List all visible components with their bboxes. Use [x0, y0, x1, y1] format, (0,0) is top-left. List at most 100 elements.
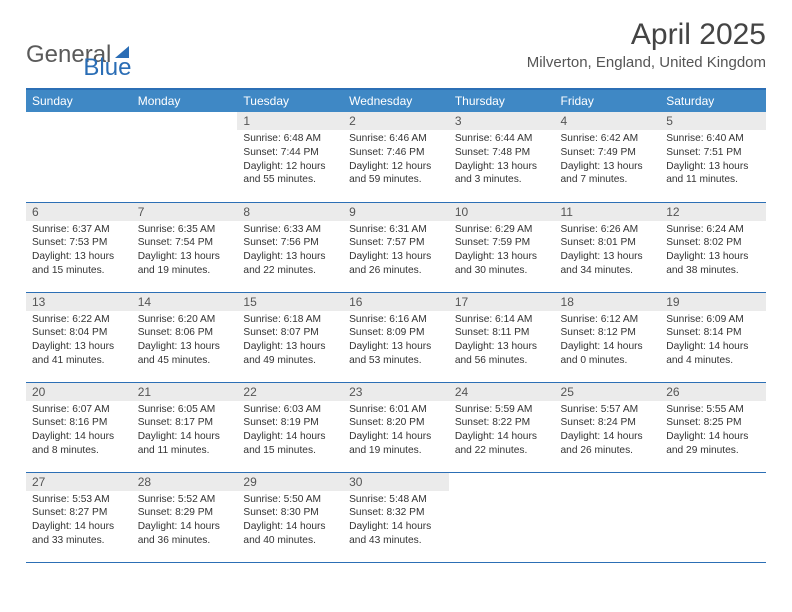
weekday-header: Tuesday — [237, 89, 343, 112]
day-number: 20 — [26, 383, 132, 401]
weekday-header: Saturday — [660, 89, 766, 112]
day-details: Sunrise: 6:14 AMSunset: 8:11 PMDaylight:… — [449, 311, 555, 372]
day-details: Sunrise: 6:48 AMSunset: 7:44 PMDaylight:… — [237, 130, 343, 191]
calendar-day-cell: 4Sunrise: 6:42 AMSunset: 7:49 PMDaylight… — [555, 112, 661, 202]
day-details: Sunrise: 6:37 AMSunset: 7:53 PMDaylight:… — [26, 221, 132, 282]
weekday-header-row: SundayMondayTuesdayWednesdayThursdayFrid… — [26, 89, 766, 112]
day-details: Sunrise: 6:35 AMSunset: 7:54 PMDaylight:… — [132, 221, 238, 282]
day-number: 21 — [132, 383, 238, 401]
day-number: 3 — [449, 112, 555, 130]
day-details: Sunrise: 6:29 AMSunset: 7:59 PMDaylight:… — [449, 221, 555, 282]
calendar-day-cell: 23Sunrise: 6:01 AMSunset: 8:20 PMDayligh… — [343, 382, 449, 472]
day-details: Sunrise: 5:48 AMSunset: 8:32 PMDaylight:… — [343, 491, 449, 552]
location-text: Milverton, England, United Kingdom — [527, 54, 766, 71]
calendar-week-row: . . 1Sunrise: 6:48 AMSunset: 7:44 PMDayl… — [26, 112, 766, 202]
day-details: Sunrise: 6:01 AMSunset: 8:20 PMDaylight:… — [343, 401, 449, 462]
calendar-week-row: 13Sunrise: 6:22 AMSunset: 8:04 PMDayligh… — [26, 292, 766, 382]
day-details: Sunrise: 6:03 AMSunset: 8:19 PMDaylight:… — [237, 401, 343, 462]
day-number: 12 — [660, 203, 766, 221]
day-number: 30 — [343, 473, 449, 491]
calendar-day-cell: 13Sunrise: 6:22 AMSunset: 8:04 PMDayligh… — [26, 292, 132, 382]
calendar-day-cell: 22Sunrise: 6:03 AMSunset: 8:19 PMDayligh… — [237, 382, 343, 472]
calendar-day-cell: 12Sunrise: 6:24 AMSunset: 8:02 PMDayligh… — [660, 202, 766, 292]
calendar-day-cell: 1Sunrise: 6:48 AMSunset: 7:44 PMDaylight… — [237, 112, 343, 202]
calendar-day-cell: 10Sunrise: 6:29 AMSunset: 7:59 PMDayligh… — [449, 202, 555, 292]
calendar-empty-cell: . — [555, 472, 661, 562]
calendar-day-cell: 24Sunrise: 5:59 AMSunset: 8:22 PMDayligh… — [449, 382, 555, 472]
logo-text-2: Blue — [83, 54, 131, 82]
calendar-day-cell: 19Sunrise: 6:09 AMSunset: 8:14 PMDayligh… — [660, 292, 766, 382]
calendar-week-row: 6Sunrise: 6:37 AMSunset: 7:53 PMDaylight… — [26, 202, 766, 292]
day-number: 24 — [449, 383, 555, 401]
calendar-day-cell: 11Sunrise: 6:26 AMSunset: 8:01 PMDayligh… — [555, 202, 661, 292]
day-details: Sunrise: 5:59 AMSunset: 8:22 PMDaylight:… — [449, 401, 555, 462]
day-details: Sunrise: 5:57 AMSunset: 8:24 PMDaylight:… — [555, 401, 661, 462]
calendar-day-cell: 20Sunrise: 6:07 AMSunset: 8:16 PMDayligh… — [26, 382, 132, 472]
calendar-day-cell: 15Sunrise: 6:18 AMSunset: 8:07 PMDayligh… — [237, 292, 343, 382]
calendar-week-row: 20Sunrise: 6:07 AMSunset: 8:16 PMDayligh… — [26, 382, 766, 472]
calendar-day-cell: 28Sunrise: 5:52 AMSunset: 8:29 PMDayligh… — [132, 472, 238, 562]
day-number: 27 — [26, 473, 132, 491]
day-number: 16 — [343, 293, 449, 311]
day-number: 6 — [26, 203, 132, 221]
day-details: Sunrise: 5:50 AMSunset: 8:30 PMDaylight:… — [237, 491, 343, 552]
day-details: Sunrise: 6:05 AMSunset: 8:17 PMDaylight:… — [132, 401, 238, 462]
day-details: Sunrise: 5:53 AMSunset: 8:27 PMDaylight:… — [26, 491, 132, 552]
calendar-day-cell: 3Sunrise: 6:44 AMSunset: 7:48 PMDaylight… — [449, 112, 555, 202]
day-details: Sunrise: 6:44 AMSunset: 7:48 PMDaylight:… — [449, 130, 555, 191]
day-number: 14 — [132, 293, 238, 311]
day-details: Sunrise: 6:07 AMSunset: 8:16 PMDaylight:… — [26, 401, 132, 462]
day-number: 23 — [343, 383, 449, 401]
calendar-empty-cell: . — [26, 112, 132, 202]
day-number: 11 — [555, 203, 661, 221]
day-details: Sunrise: 6:46 AMSunset: 7:46 PMDaylight:… — [343, 130, 449, 191]
day-number: 8 — [237, 203, 343, 221]
day-number: 28 — [132, 473, 238, 491]
day-number: 15 — [237, 293, 343, 311]
day-details: Sunrise: 6:16 AMSunset: 8:09 PMDaylight:… — [343, 311, 449, 372]
calendar-day-cell: 29Sunrise: 5:50 AMSunset: 8:30 PMDayligh… — [237, 472, 343, 562]
weekday-header: Monday — [132, 89, 238, 112]
weekday-header: Sunday — [26, 89, 132, 112]
calendar-day-cell: 18Sunrise: 6:12 AMSunset: 8:12 PMDayligh… — [555, 292, 661, 382]
calendar-empty-cell: . — [660, 472, 766, 562]
calendar-empty-cell: . — [132, 112, 238, 202]
calendar-day-cell: 25Sunrise: 5:57 AMSunset: 8:24 PMDayligh… — [555, 382, 661, 472]
calendar-body: . . 1Sunrise: 6:48 AMSunset: 7:44 PMDayl… — [26, 112, 766, 562]
day-number: 4 — [555, 112, 661, 130]
day-number: 10 — [449, 203, 555, 221]
weekday-header: Wednesday — [343, 89, 449, 112]
calendar-day-cell: 2Sunrise: 6:46 AMSunset: 7:46 PMDaylight… — [343, 112, 449, 202]
day-details: Sunrise: 6:31 AMSunset: 7:57 PMDaylight:… — [343, 221, 449, 282]
day-number: 19 — [660, 293, 766, 311]
page-header: General Blue April 2025 Milverton, Engla… — [26, 18, 766, 82]
day-details: Sunrise: 6:24 AMSunset: 8:02 PMDaylight:… — [660, 221, 766, 282]
logo: General Blue — [26, 28, 131, 82]
day-details: Sunrise: 6:22 AMSunset: 8:04 PMDaylight:… — [26, 311, 132, 372]
calendar-day-cell: 26Sunrise: 5:55 AMSunset: 8:25 PMDayligh… — [660, 382, 766, 472]
day-number: 13 — [26, 293, 132, 311]
title-block: April 2025 Milverton, England, United Ki… — [527, 18, 766, 71]
weekday-header: Thursday — [449, 89, 555, 112]
day-details: Sunrise: 6:18 AMSunset: 8:07 PMDaylight:… — [237, 311, 343, 372]
day-details: Sunrise: 5:52 AMSunset: 8:29 PMDaylight:… — [132, 491, 238, 552]
calendar-day-cell: 7Sunrise: 6:35 AMSunset: 7:54 PMDaylight… — [132, 202, 238, 292]
calendar-day-cell: 6Sunrise: 6:37 AMSunset: 7:53 PMDaylight… — [26, 202, 132, 292]
day-number: 22 — [237, 383, 343, 401]
month-title: April 2025 — [527, 18, 766, 52]
calendar-day-cell: 8Sunrise: 6:33 AMSunset: 7:56 PMDaylight… — [237, 202, 343, 292]
day-number: 29 — [237, 473, 343, 491]
day-details: Sunrise: 6:40 AMSunset: 7:51 PMDaylight:… — [660, 130, 766, 191]
day-number: 7 — [132, 203, 238, 221]
day-details: Sunrise: 6:26 AMSunset: 8:01 PMDaylight:… — [555, 221, 661, 282]
weekday-header: Friday — [555, 89, 661, 112]
day-number: 18 — [555, 293, 661, 311]
calendar-day-cell: 5Sunrise: 6:40 AMSunset: 7:51 PMDaylight… — [660, 112, 766, 202]
day-number: 2 — [343, 112, 449, 130]
day-details: Sunrise: 6:09 AMSunset: 8:14 PMDaylight:… — [660, 311, 766, 372]
day-number: 9 — [343, 203, 449, 221]
day-number: 26 — [660, 383, 766, 401]
calendar-day-cell: 17Sunrise: 6:14 AMSunset: 8:11 PMDayligh… — [449, 292, 555, 382]
day-number: 5 — [660, 112, 766, 130]
calendar-empty-cell: . — [449, 472, 555, 562]
